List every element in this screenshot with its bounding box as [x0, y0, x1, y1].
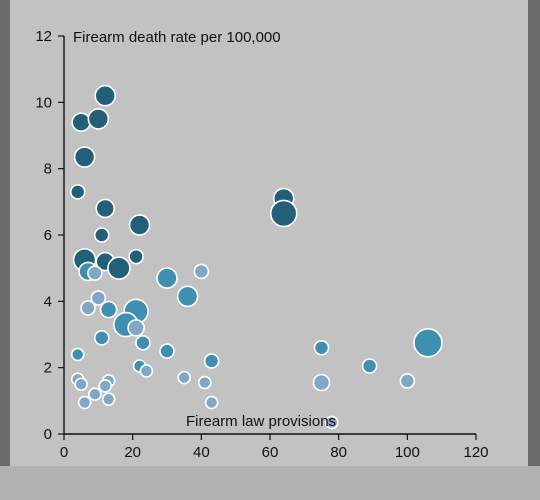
x-tick-label: 120: [463, 444, 488, 461]
data-point[interactable]: [156, 267, 178, 289]
data-point[interactable]: [98, 379, 112, 393]
x-tick-label: 20: [124, 444, 141, 461]
data-point[interactable]: [73, 146, 96, 168]
data-point[interactable]: [95, 198, 115, 219]
data-point[interactable]: [107, 256, 131, 280]
data-point[interactable]: [135, 334, 151, 351]
bottom-band: [0, 466, 540, 500]
x-tick-label: 60: [262, 444, 279, 461]
data-point[interactable]: [88, 387, 102, 402]
left-edge: [0, 0, 10, 500]
data-point[interactable]: [324, 415, 339, 430]
data-point[interactable]: [80, 300, 96, 316]
x-tick-label: 0: [60, 444, 68, 461]
data-point[interactable]: [87, 265, 103, 281]
x-tick-label: 100: [395, 444, 420, 461]
data-point[interactable]: [69, 184, 86, 200]
data-point[interactable]: [74, 377, 88, 392]
data-point[interactable]: [93, 330, 110, 346]
x-tick-label: 40: [193, 444, 210, 461]
data-point[interactable]: [93, 227, 110, 243]
y-axis-title: Firearm death rate per 100,000: [73, 29, 281, 46]
y-tick-label: 10: [35, 94, 52, 111]
y-tick-label: 2: [44, 360, 52, 377]
data-point[interactable]: [71, 112, 91, 133]
right-edge: [528, 0, 540, 500]
data-point[interactable]: [128, 214, 151, 236]
data-point[interactable]: [193, 263, 210, 280]
y-tick-label: 6: [44, 227, 52, 244]
data-point[interactable]: [139, 364, 154, 378]
data-point[interactable]: [413, 327, 443, 358]
axes: 0 20 40 60 80 100 120 0 2 4 6 8 10 12: [35, 28, 488, 461]
data-point[interactable]: [176, 285, 199, 308]
data-point[interactable]: [204, 395, 219, 410]
y-tick-label: 0: [44, 426, 52, 443]
data-point[interactable]: [128, 248, 144, 265]
y-tick-label: 4: [44, 293, 52, 310]
data-point[interactable]: [99, 300, 118, 319]
data-point[interactable]: [70, 347, 85, 362]
data-point[interactable]: [197, 375, 212, 390]
data-point[interactable]: [87, 108, 110, 130]
data-point[interactable]: [203, 353, 220, 369]
data-point[interactable]: [269, 199, 298, 228]
y-tick-label: 12: [35, 28, 52, 45]
data-point[interactable]: [90, 290, 107, 306]
data-point[interactable]: [177, 370, 191, 385]
data-point[interactable]: [159, 343, 175, 359]
data-point[interactable]: [361, 358, 378, 374]
data-point[interactable]: [101, 392, 116, 406]
data-point[interactable]: [94, 84, 116, 107]
data-point[interactable]: [399, 373, 416, 389]
y-tick-label: 8: [44, 161, 52, 178]
data-point[interactable]: [313, 339, 330, 356]
data-point[interactable]: [77, 395, 92, 410]
x-axis-title: Firearm law provisions: [186, 413, 336, 430]
data-point[interactable]: [127, 319, 145, 337]
data-point[interactable]: [312, 373, 331, 392]
x-tick-label: 80: [330, 444, 347, 461]
data-points: [69, 84, 443, 430]
